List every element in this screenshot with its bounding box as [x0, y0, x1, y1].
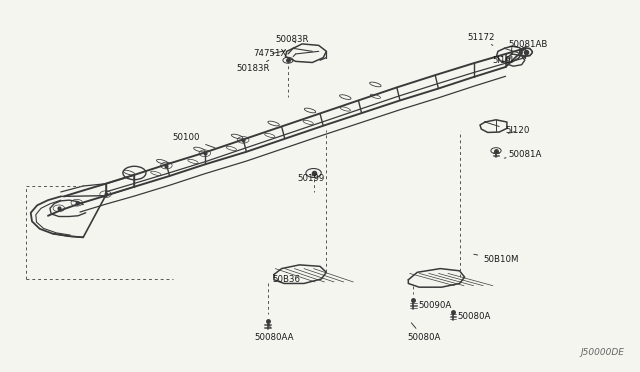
Text: 51172: 51172 [467, 33, 495, 45]
Text: 5l19l: 5l19l [493, 56, 514, 65]
Text: 5l120: 5l120 [506, 126, 530, 135]
Text: 50090A: 50090A [413, 300, 451, 310]
Text: 50080AA: 50080AA [255, 323, 294, 342]
Text: 50083R: 50083R [275, 35, 308, 44]
Text: J50000DE: J50000DE [580, 348, 624, 357]
Text: 50B36: 50B36 [272, 272, 300, 284]
Text: 50100: 50100 [173, 133, 215, 148]
Text: 50081A: 50081A [504, 150, 542, 159]
Text: 50080A: 50080A [453, 312, 491, 321]
Text: 50080A: 50080A [407, 323, 440, 342]
Text: 50081AB: 50081AB [509, 40, 548, 50]
Text: 50199: 50199 [298, 174, 325, 183]
Text: 74751X: 74751X [253, 49, 286, 58]
Text: 50B10M: 50B10M [474, 254, 518, 264]
Text: 50183R: 50183R [237, 60, 270, 73]
